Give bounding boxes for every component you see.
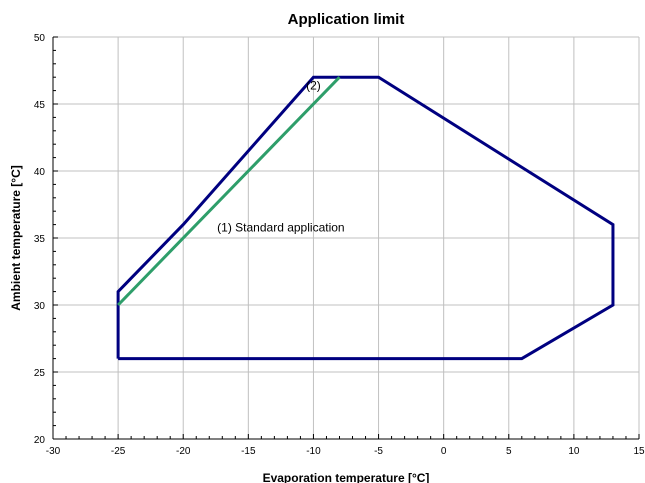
standard-application-boundary-line [116,75,615,361]
y-tick-label: 30 [34,301,46,312]
y-tick-label: 40 [34,167,46,178]
x-tick-label: 10 [568,446,580,457]
x-tick-label: -20 [176,446,191,457]
x-axis-label: Evaporation temperature [°C] [263,471,430,483]
grid [52,36,640,440]
chart-title: Application limit [288,11,405,28]
y-tick-label: 20 [34,435,46,446]
axes [52,36,640,440]
limit-line-2 [117,76,341,307]
x-tick-label: -15 [241,446,256,457]
y-tick-label: 35 [34,234,46,245]
y-tick-label: 45 [34,100,46,111]
x-tick-label: -5 [374,446,383,457]
x-tick-label: -30 [46,446,61,457]
annotation-region-2: (2) [306,78,321,92]
annotations: (1) Standard application (2) [217,78,344,234]
x-tick-label: -25 [111,446,126,457]
tick-labels: -30 -25 -20 -15 -10 -5 0 5 10 15 20 25 30 35 40 45 50 [34,33,645,457]
x-tick-label: -10 [306,446,321,457]
x-tick-label: 0 [441,446,447,457]
y-tick-label: 50 [34,33,46,44]
y-tick-label: 25 [34,368,46,379]
annotation-standard-application: (1) Standard application [217,220,344,234]
x-tick-label: 5 [506,446,512,457]
x-tick-label: 15 [633,446,645,457]
series-layer [116,75,615,361]
y-axis-label: Ambient temperature [°C] [9,165,23,310]
